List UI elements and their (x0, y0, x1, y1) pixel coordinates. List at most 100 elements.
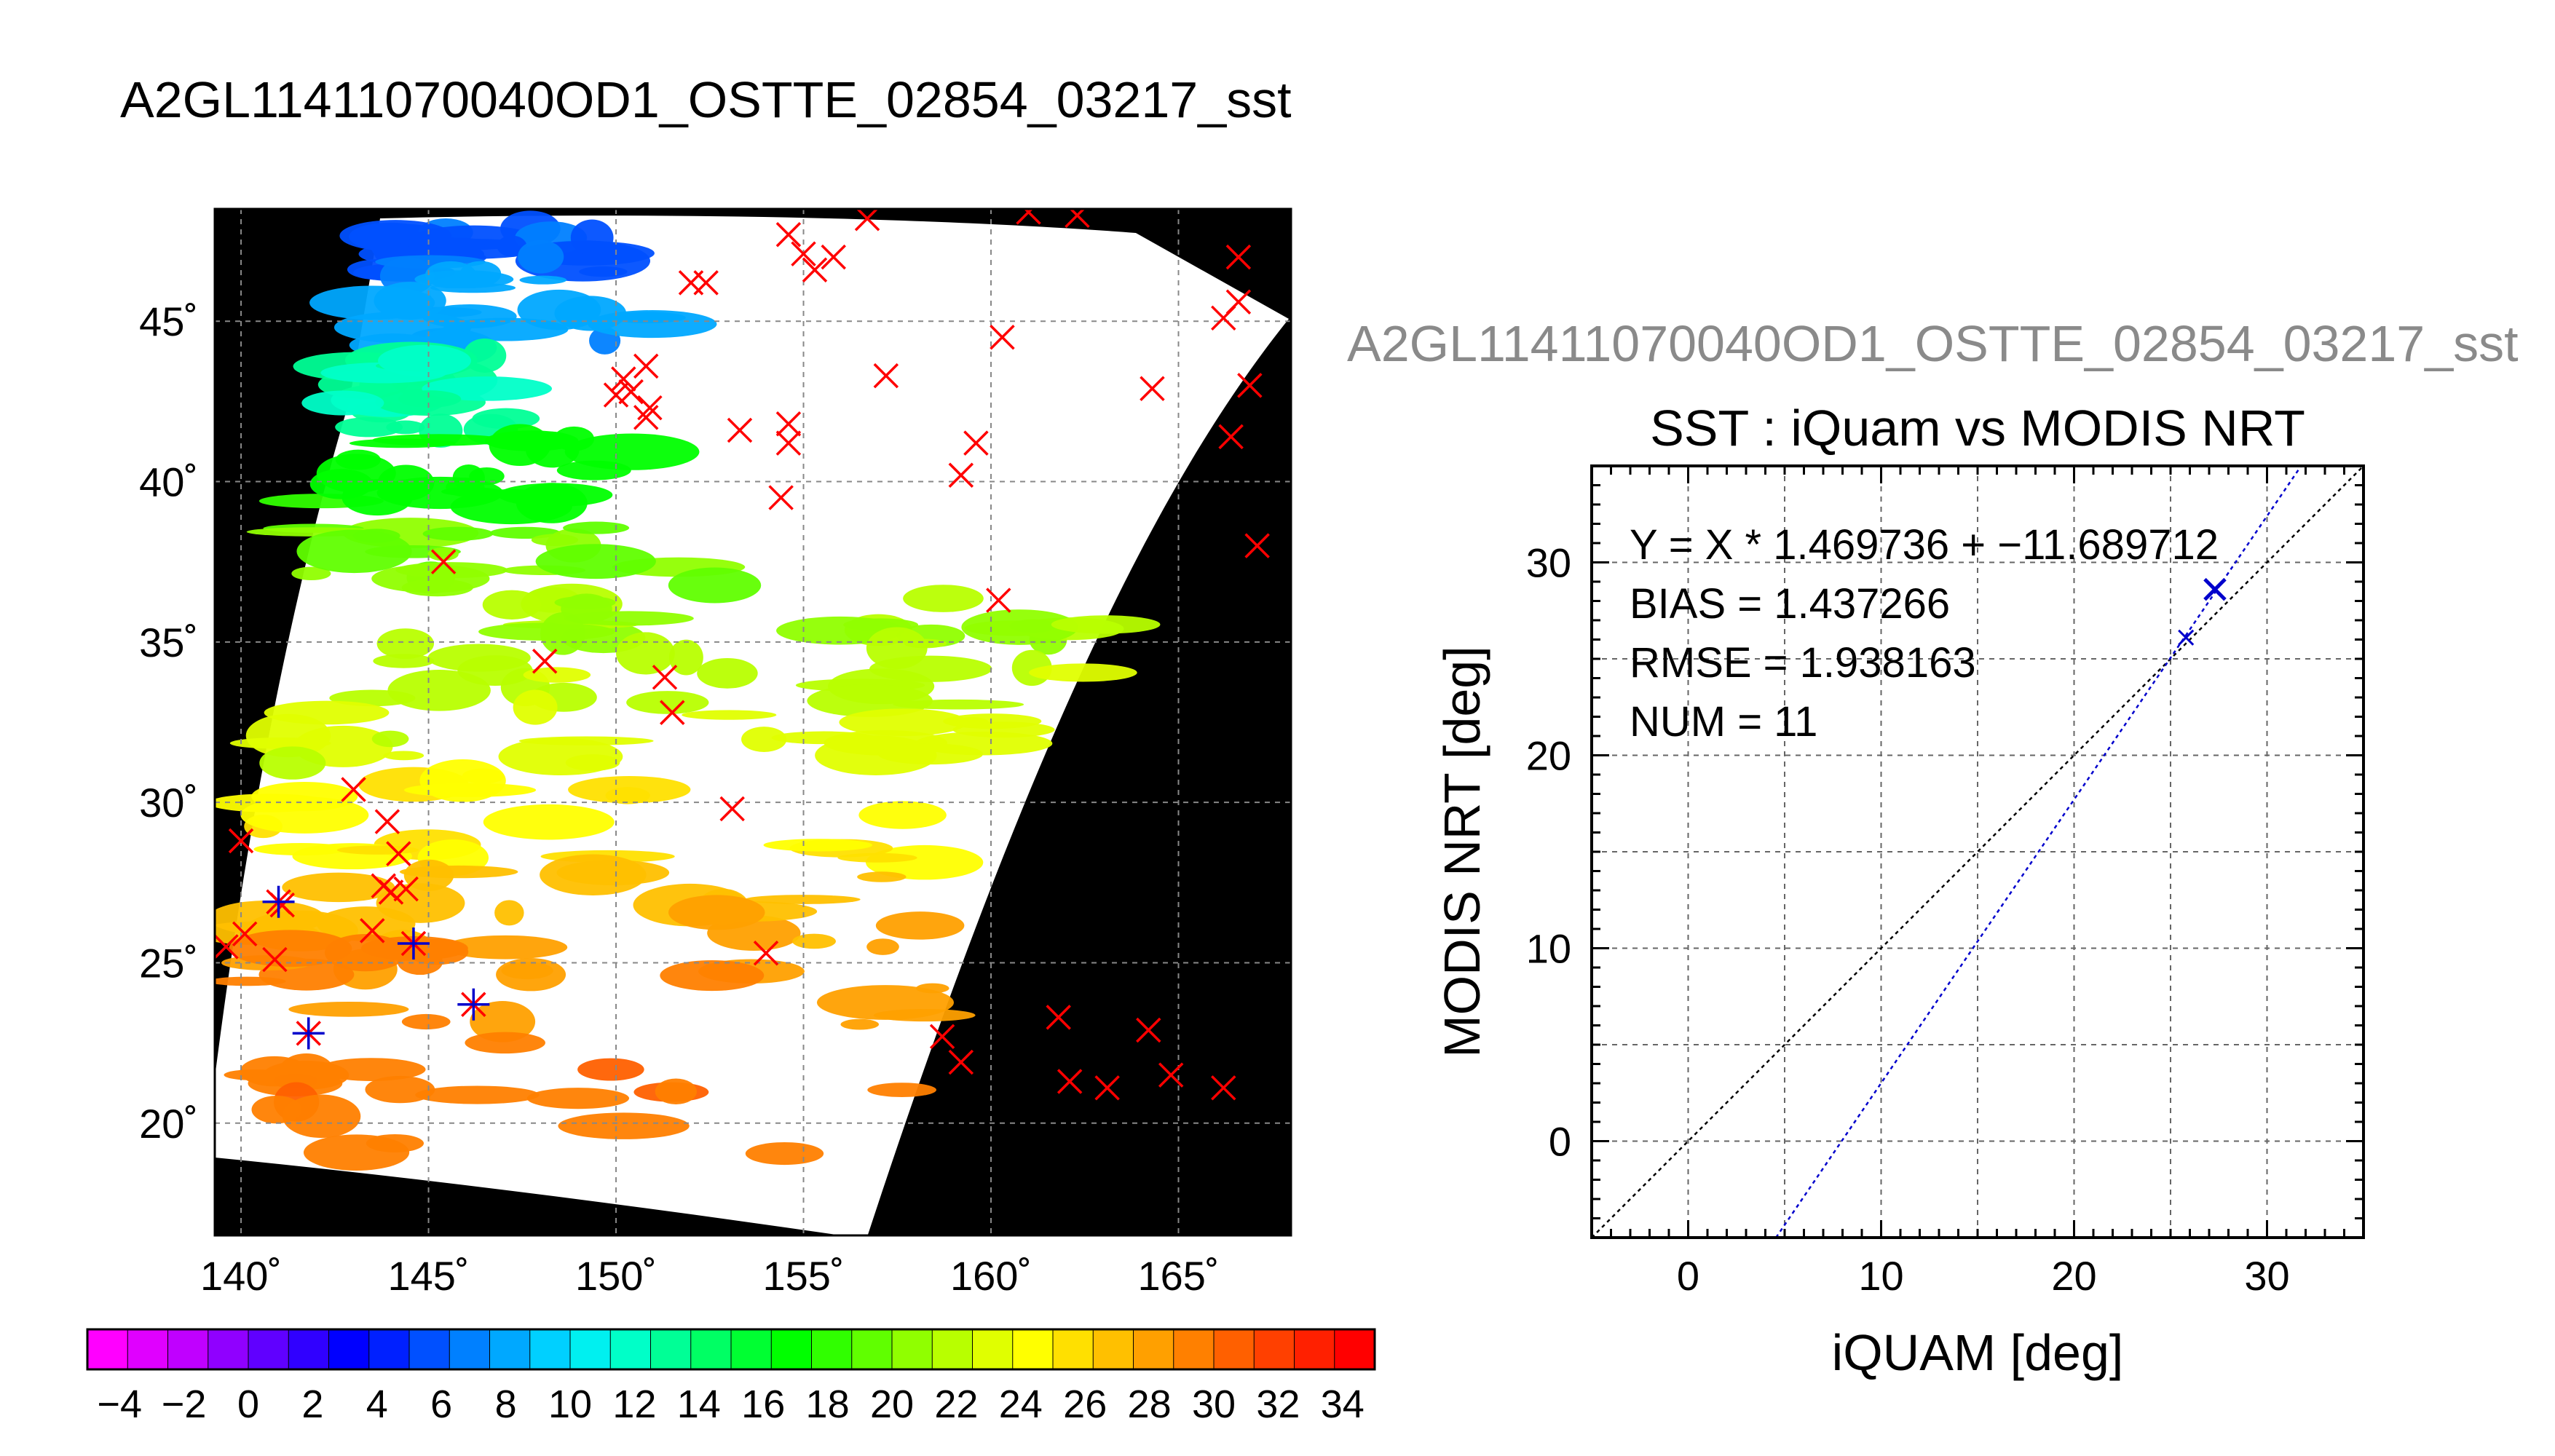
lat-tick-label: 25˚ (139, 940, 198, 986)
sst-patch (376, 628, 435, 660)
x-tick-label: 10 (1858, 1253, 1903, 1299)
lat-tick-label: 45˚ (139, 298, 198, 344)
sst-patch (472, 408, 540, 430)
regression-line (1774, 466, 2302, 1238)
sst-patch (462, 768, 505, 784)
scatter-file-title: A2GL11411070040OD1_OSTTE_02854_03217_sst (1347, 315, 2519, 372)
swath-layer (215, 209, 1291, 1235)
colorbar-segment (931, 1329, 974, 1370)
iquam-marker (1218, 424, 1244, 450)
colorbar-segment (1052, 1329, 1094, 1370)
iquam-marker (341, 777, 366, 802)
colorbar-tick-label: 34 (1321, 1382, 1365, 1426)
scatter-gridlines (1592, 466, 2364, 1238)
iquam-marker (660, 700, 685, 726)
sst-patch (518, 240, 564, 274)
page-title: A2GL11411070040OD1_OSTTE_02854_03217_sst (120, 71, 1292, 128)
sst-patch (858, 801, 947, 829)
lon-tick-label: 145˚ (387, 1253, 469, 1299)
sst-patch (840, 1018, 880, 1030)
sst-patch (415, 1085, 540, 1104)
lon-tick-label: 155˚ (762, 1253, 844, 1299)
colorbar-tick-label: 18 (806, 1382, 850, 1426)
sst-patch (371, 564, 490, 593)
map-gridlines (215, 209, 1291, 1235)
sst-patch (494, 900, 524, 926)
sst-patch (668, 567, 762, 604)
sst-patch (399, 237, 489, 248)
sst-patch (291, 566, 331, 581)
sst-patch (568, 776, 691, 804)
sst-patch (229, 930, 352, 968)
sst-patch (470, 1001, 536, 1042)
sst-color-patches (215, 210, 1161, 1171)
colorbar-tick-label: 8 (495, 1382, 517, 1426)
scatter-y-axis-label: MODIS NRT [deg] (1434, 646, 1490, 1057)
iquam-marker (232, 921, 258, 947)
sst-patch (558, 1112, 690, 1139)
iquam-marker (386, 841, 411, 866)
sst-patch (452, 464, 486, 491)
sst-patch (441, 487, 502, 496)
matched-iquam-marker (262, 885, 295, 918)
sst-patch (565, 754, 620, 772)
scatter-point (2203, 577, 2227, 601)
sst-patch (372, 434, 505, 446)
sst-patch (744, 895, 861, 904)
sst-patch (839, 708, 968, 737)
sst-map: 140˚ 145˚ 150˚ 155˚ 160˚ 165˚ 20˚ 25˚ 30˚ 35˚ 40˚ 4… (139, 207, 1292, 1299)
colorbar-segment (730, 1329, 773, 1370)
sst-patch (564, 611, 694, 626)
x-tick-label: 20 (2051, 1253, 2096, 1299)
map-frame (213, 207, 1292, 1237)
sst-patch (608, 312, 686, 324)
iquam-marker (948, 462, 974, 488)
sst-patch (335, 416, 403, 438)
iquam-marker (262, 946, 288, 973)
sst-patch (875, 911, 965, 940)
colorbar-segment (569, 1329, 612, 1370)
sst-patch (378, 344, 471, 377)
sst-patch (425, 261, 477, 289)
iquam-marker (693, 270, 719, 296)
sst-patch (668, 639, 703, 676)
colorbar-segment (208, 1329, 249, 1370)
sst-patch (352, 529, 400, 543)
colorbar-tick-label: 10 (548, 1382, 592, 1426)
sst-patch (386, 420, 425, 435)
sst-patch (564, 433, 700, 470)
iquam-marker (215, 934, 239, 960)
sst-patch (866, 627, 928, 670)
sst-patch (877, 743, 984, 765)
colorbar-frame (86, 1328, 1376, 1371)
iquam-marker (393, 876, 419, 902)
y-tick-label: 20 (1526, 733, 1571, 779)
sst-patch (668, 895, 765, 930)
iquam-marker (1057, 1069, 1083, 1094)
lon-tick-label: 150˚ (575, 1253, 657, 1299)
y-tick-label: 30 (1526, 540, 1571, 586)
iquam-marker (775, 430, 802, 456)
iquam-marker (719, 796, 745, 822)
sst-patch (215, 794, 330, 812)
scatter-points (2178, 577, 2227, 646)
colorbar-segment (811, 1329, 853, 1370)
iquam-marker (1211, 305, 1236, 331)
iquam-marker (802, 257, 828, 282)
iquam-marker (430, 549, 457, 574)
x-tick-label: 0 (1677, 1253, 1699, 1299)
rmse-value: RMSE = 1.938163 (1630, 639, 1976, 687)
colorbar-tick-label: 12 (612, 1382, 656, 1426)
colorbar-tick-label: 4 (366, 1382, 388, 1426)
scatter-annotations: Y = X * 1.469736 + −11.689712 BIAS = 1.4… (1630, 521, 2219, 745)
sst-patch (697, 657, 758, 689)
iquam-marker (1211, 1075, 1236, 1101)
sst-patch (430, 282, 516, 293)
colorbar-segment (1213, 1329, 1255, 1370)
sst-patch (873, 1008, 976, 1022)
colorbar-tick-label: −2 (162, 1382, 207, 1426)
sst-patch (374, 282, 446, 320)
colorbar-tick-labels: −4 −2 0 2 4 6 8 10 12 14 16 18 20 22 24 26 28 30 32 34 (97, 1382, 1364, 1426)
colorbar-segment (127, 1329, 169, 1370)
iquam-marker (963, 430, 989, 456)
